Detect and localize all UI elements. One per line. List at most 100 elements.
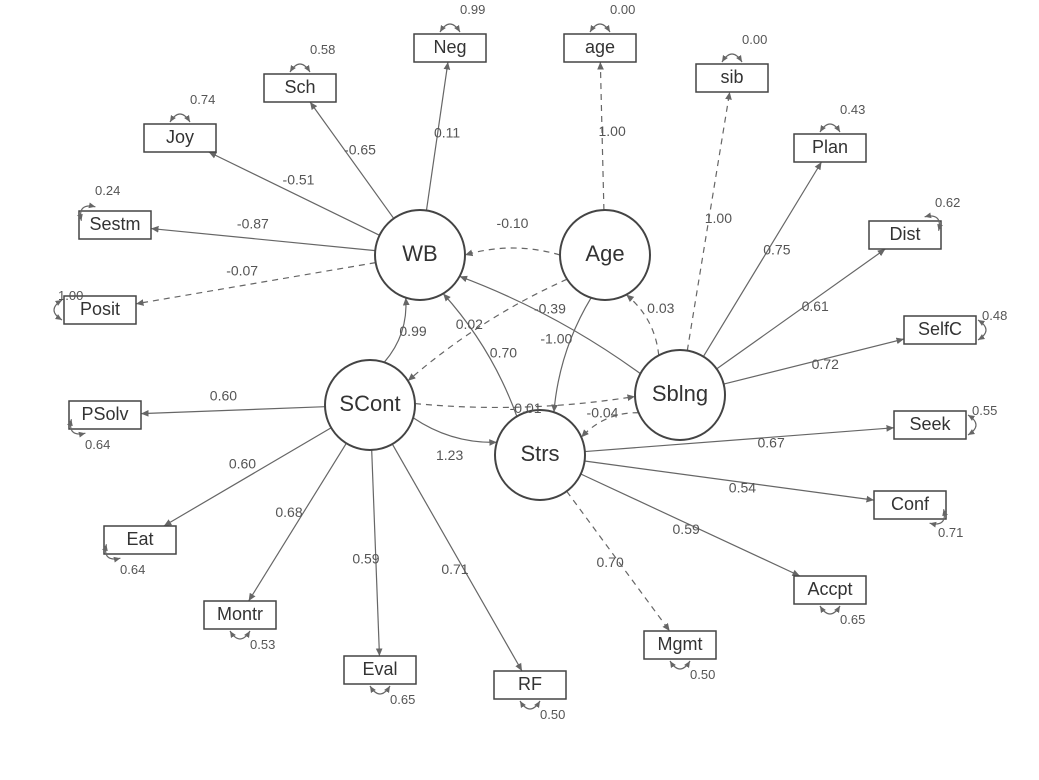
path-value-age-wb: -0.10 [497,215,529,231]
observed-label-rf: RF [518,674,542,694]
loading-value-sblng-sib: 1.00 [705,210,732,226]
loading-value-age-age: 1.00 [598,123,625,139]
observed-label-neg: Neg [433,37,466,57]
edge-labels-layer: 0.11 -0.65 -0.51 -0.87 -0.07 1.00 1.00 0.75 0.61… [210,123,839,577]
loading-value-strs-accpt: 0.59 [673,521,700,537]
loading-value-strs-mgmt: 0.70 [597,554,624,570]
observed-label-accpt: Accpt [807,579,852,599]
observed-label-montr: Montr [217,604,263,624]
loading-value-sblng-plan: 0.75 [763,242,790,258]
loading-value-wb-sestm: -0.87 [237,216,269,232]
residual-value-joy: 0.74 [190,92,215,107]
loading-value-wb-joy: -0.51 [283,172,315,188]
path-value-age-strs: -1.00 [540,330,572,346]
residual-arc-posit [54,300,62,320]
observed-label-conf: Conf [891,494,930,514]
latent-label-age: Age [585,241,624,266]
residual-value-eat: 0.64 [120,562,145,577]
residual-value-neg: 0.99 [460,2,485,17]
observed-label-selfc: SelfC [918,319,962,339]
loading-scont-eat [164,428,331,526]
residual-arc-accpt [820,606,840,614]
loading-value-scont-eat: 0.60 [229,455,256,471]
loading-value-strs-seek: 0.67 [757,434,784,450]
observed-label-joy: Joy [166,127,194,147]
latents-layer: WB Age SCont Sblng Strs [325,210,725,500]
path-sblng-wb [460,276,641,373]
loading-wb-sch [310,102,394,218]
observed-label-plan: Plan [812,137,848,157]
residual-value-sch: 0.58 [310,42,335,57]
residual-value-plan: 0.43 [840,102,865,117]
observed-label-seek: Seek [909,414,951,434]
residual-value-rf: 0.50 [540,707,565,722]
path-value-sblng-wb: -0.39 [534,300,566,316]
sem-path-diagram: WB Age SCont Sblng Strs Neg 0.99 age 0.00 Sch 0.5… [0,0,1039,780]
residual-arc-plan [820,124,840,132]
residual-value-seek: 0.55 [972,403,997,418]
observed-label-posit: Posit [80,299,120,319]
residual-arc-sch [290,64,310,72]
residual-value-conf: 0.71 [938,525,963,540]
loading-value-wb-neg: 0.11 [434,125,460,141]
observed-label-dist: Dist [890,224,921,244]
loading-value-scont-eval: 0.59 [352,551,379,567]
edges-layer [136,62,904,671]
path-value-strs-wb: 0.70 [490,345,517,361]
loading-value-scont-rf: 0.71 [441,561,468,577]
residual-arc-eval [370,686,390,694]
path-value-scont-strs: 1.23 [436,447,463,463]
loading-value-scont-montr: 0.68 [275,504,302,520]
latent-label-scont: SCont [339,391,400,416]
residual-arc-dist [925,216,940,231]
residual-value-sestm: 0.24 [95,183,120,198]
residual-arc-seek [968,415,976,435]
residual-arc-selfc [978,320,986,340]
loading-value-scont-psolv: 0.60 [210,388,237,404]
residual-arc-mgmt [670,661,690,669]
residual-arc-neg [440,24,460,32]
loading-wb-joy [209,152,380,235]
path-value-sblng-age: 0.03 [647,300,674,316]
loading-wb-sestm [151,229,375,251]
residual-value-accpt: 0.65 [840,612,865,627]
loading-scont-psolv [141,407,325,414]
path-scont-strs [413,418,497,443]
residual-value-selfc: 0.48 [982,308,1007,323]
loading-value-sblng-selfc: 0.72 [812,356,839,372]
observed-label-mgmt: Mgmt [658,634,703,654]
latent-label-wb: WB [402,241,437,266]
observed-label-psolv: PSolv [81,404,128,424]
loading-value-sblng-dist: 0.61 [802,298,829,314]
observed-label-sch: Sch [284,77,315,97]
path-value-sblng-strs: -0.04 [587,405,619,421]
loading-value-strs-conf: 0.54 [729,479,756,495]
residual-arc-conf [930,509,945,524]
residual-value-sib: 0.00 [742,32,767,47]
residual-arc-montr [230,631,250,639]
latent-label-strs: Strs [520,441,559,466]
loading-sblng-plan [703,162,821,357]
residual-arc-sib [722,54,742,62]
observed-layer: Neg0.99age0.00Sch0.58sib0.00Joy0.74Plan0… [54,2,1007,722]
observed-label-age: age [585,37,615,57]
residual-arc-joy [170,114,190,122]
observed-label-eval: Eval [362,659,397,679]
residual-value-psolv: 0.64 [85,437,110,452]
observed-label-sestm: Sestm [89,214,140,234]
loading-strs-seek [585,428,894,452]
residual-value-posit: 1.00 [58,288,83,303]
residual-value-dist: 0.62 [935,195,960,210]
residual-value-mgmt: 0.50 [690,667,715,682]
residual-arc-rf [520,701,540,709]
residual-value-age: 0.00 [610,2,635,17]
loading-value-wb-sch: -0.65 [344,141,376,157]
loading-value-wb-posit: -0.07 [226,262,258,278]
residual-arc-eat [106,544,121,559]
loading-scont-montr [249,443,347,601]
path-value-scont-wb: 0.99 [399,323,426,339]
observed-label-eat: Eat [126,529,153,549]
residual-value-montr: 0.53 [250,637,275,652]
latent-label-sblng: Sblng [652,381,708,406]
path-value-scont-sblng: -0.01 [510,400,542,416]
